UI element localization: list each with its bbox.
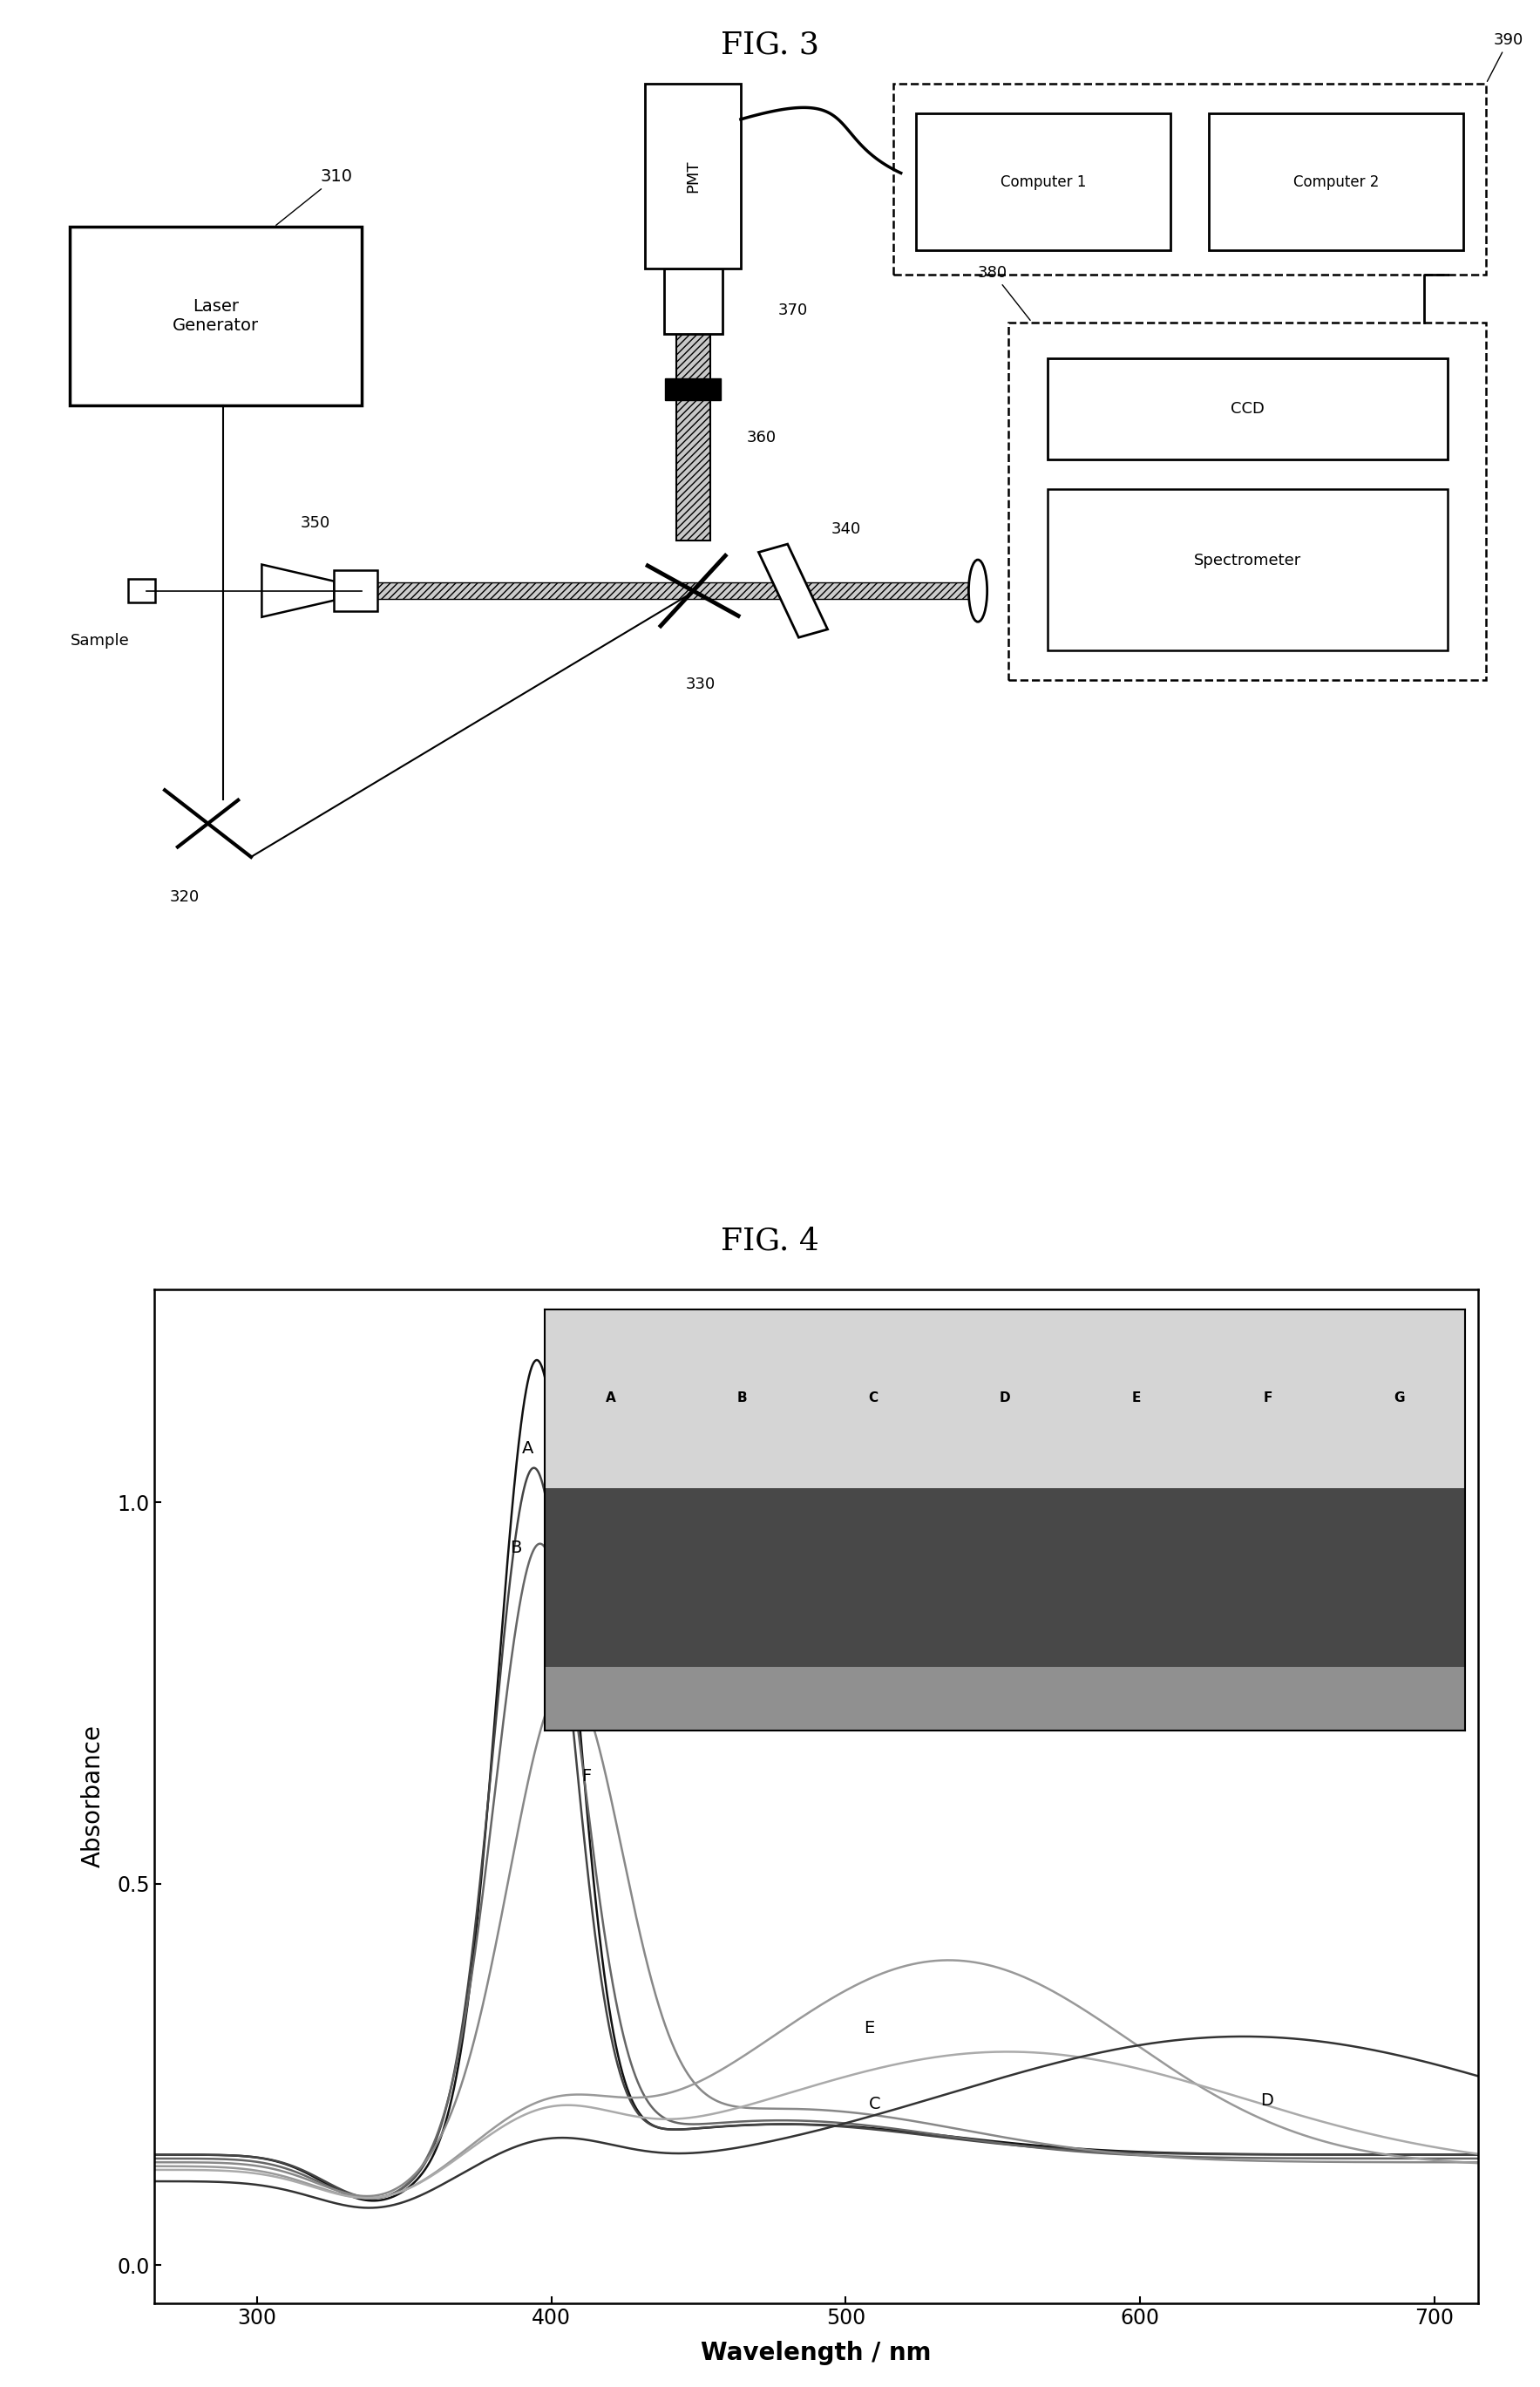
Text: 370: 370 — [778, 303, 807, 317]
Bar — [334, 570, 377, 611]
Polygon shape — [262, 566, 334, 616]
Text: G: G — [545, 1623, 557, 1640]
Text: 350: 350 — [300, 516, 331, 530]
Text: 320: 320 — [169, 888, 200, 905]
Bar — [1047, 489, 1448, 649]
Bar — [69, 227, 362, 406]
Text: FIG. 3: FIG. 3 — [721, 29, 819, 60]
Text: 390: 390 — [1488, 31, 1523, 81]
Text: B: B — [510, 1540, 522, 1556]
Ellipse shape — [969, 559, 987, 621]
Text: Laser
Generator: Laser Generator — [172, 298, 259, 334]
X-axis label: Wavelength / nm: Wavelength / nm — [701, 2342, 932, 2366]
Bar — [916, 112, 1170, 251]
Text: Spectrometer: Spectrometer — [1194, 554, 1301, 568]
Text: CCD: CCD — [1230, 401, 1264, 418]
Bar — [362, 582, 986, 599]
Text: Computer 2: Computer 2 — [1294, 174, 1378, 191]
Text: 310: 310 — [276, 169, 353, 224]
Text: F: F — [582, 1769, 591, 1785]
Text: A: A — [522, 1439, 533, 1456]
Y-axis label: Absorbance: Absorbance — [80, 1726, 105, 1867]
Bar — [1209, 112, 1463, 251]
Text: Computer 1: Computer 1 — [1001, 174, 1086, 191]
Text: 360: 360 — [747, 430, 776, 446]
Bar — [664, 267, 722, 334]
Text: C: C — [869, 2096, 881, 2112]
Bar — [665, 377, 721, 399]
Text: Sample: Sample — [71, 633, 129, 649]
Text: FIG. 4: FIG. 4 — [721, 1227, 819, 1256]
Bar — [128, 578, 156, 602]
Text: PMT: PMT — [685, 160, 701, 193]
Polygon shape — [759, 544, 827, 637]
Bar — [1009, 322, 1486, 680]
Text: D: D — [1260, 2093, 1274, 2110]
Text: 330: 330 — [685, 678, 716, 692]
Bar — [893, 84, 1486, 275]
Text: 340: 340 — [832, 520, 861, 537]
Bar — [645, 84, 741, 267]
Text: E: E — [864, 2019, 875, 2036]
Text: 380: 380 — [978, 265, 1030, 320]
Bar — [676, 334, 710, 542]
Bar — [1047, 358, 1448, 458]
